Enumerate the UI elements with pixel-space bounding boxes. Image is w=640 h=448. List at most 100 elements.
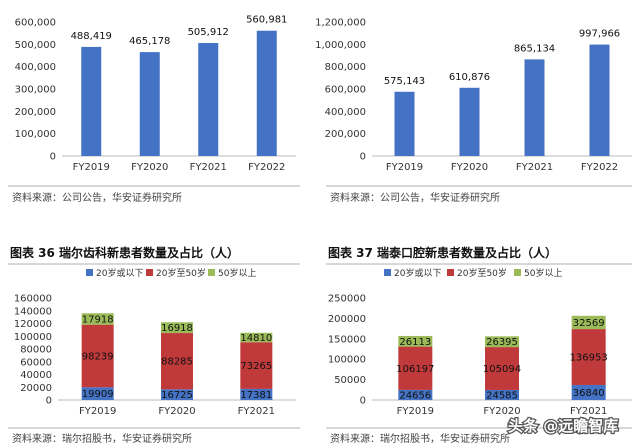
legend-label: 20岁至50岁 [156, 267, 206, 279]
x-tick-label: FY2020 [131, 162, 168, 173]
data-label: 19909 [82, 389, 114, 400]
bar-segment [485, 347, 519, 390]
x-tick-label: FY2019 [79, 406, 116, 417]
data-label: 105094 [483, 364, 521, 375]
bar [198, 43, 219, 156]
bar-segment [81, 387, 114, 400]
bar [459, 87, 480, 156]
y-tick-label: 0 [360, 396, 366, 407]
source-bottom-left: 资料来源：瑞尔招股书，华安证券研究所 [12, 432, 192, 445]
bar [81, 46, 102, 157]
data-label: 26395 [486, 337, 518, 348]
bar-segment [161, 333, 193, 390]
chart-3: 0 50000 100000 150000 200000 250000 FY2019 2465… [328, 267, 632, 417]
y-tick-label: 0 [360, 152, 366, 163]
y-tick-label: 1,200,000 [315, 18, 366, 29]
source-top-left: 资料来源：公司公告，华安证券研究所 [12, 191, 182, 204]
data-label: 16725 [161, 390, 193, 401]
legend-swatch [447, 269, 454, 276]
y-tick-label: 60000 [20, 357, 52, 368]
bar-segment [485, 389, 519, 400]
data-label: 865,134 [514, 43, 555, 54]
x-tick-label: FY2021 [570, 406, 607, 417]
y-tick-label: 40000 [20, 370, 52, 381]
bar-segment [398, 389, 433, 400]
y-tick-label: 50000 [334, 375, 366, 386]
bar [139, 52, 160, 156]
data-label: 24585 [486, 390, 518, 401]
y-tick-label: 1,000,000 [315, 40, 366, 51]
y-tick-label: 150000 [328, 334, 366, 345]
bar-segment [240, 332, 273, 343]
y-tick-label: 200000 [328, 314, 366, 325]
data-label: 17918 [82, 314, 114, 325]
x-tick-label: FY2022 [581, 162, 618, 173]
bar-segment [161, 389, 193, 400]
legend-swatch [208, 269, 215, 276]
y-tick-label: 80000 [20, 345, 52, 356]
x-tick-label: FY2021 [190, 162, 227, 173]
y-tick-label: 500,000 [15, 40, 56, 51]
x-tick-label: FY2021 [238, 406, 275, 417]
bar [394, 91, 415, 156]
data-label: 26113 [399, 337, 431, 348]
watermark-text: 头条 @远瞻智库 [508, 417, 618, 435]
y-tick-label: 100000 [14, 332, 52, 343]
y-tick-label: 0 [46, 396, 52, 407]
chart-title-37: 图表 37 瑞泰口腔新患者数量及占比（人） [328, 245, 557, 260]
bar-segment [571, 315, 606, 330]
bar-segment [485, 336, 519, 348]
y-tick-label: 200,000 [15, 107, 56, 118]
data-label: 17381 [240, 390, 272, 401]
y-tick-label: 400,000 [15, 62, 56, 73]
chart-1: 0 200,000 400,000 600,000 800,000 1,000,000 1,… [315, 18, 632, 173]
legend-label: 50岁以上 [524, 267, 562, 279]
bar [524, 59, 545, 156]
y-tick-label: 140000 [14, 306, 52, 317]
data-label: 465,178 [129, 36, 170, 47]
source-bottom-right: 资料来源：瑞尔招股书，华安证券研究所 [330, 432, 510, 445]
y-tick-label: 250000 [328, 294, 366, 305]
data-label: 488,419 [71, 31, 112, 42]
legend-label: 50岁以上 [218, 267, 256, 279]
data-label: 16918 [161, 323, 193, 334]
y-tick-label: 100000 [328, 355, 366, 366]
y-tick-label: 200,000 [325, 129, 366, 140]
data-label: 88285 [161, 357, 193, 368]
bar-segment [398, 346, 433, 390]
legend-swatch [514, 269, 521, 276]
chart-0: 0 100,000 200,000 300,000 400,000 500,000 600,… [15, 15, 296, 173]
y-tick-label: 120000 [14, 319, 52, 330]
legend-swatch [146, 269, 153, 276]
data-label: 14810 [240, 333, 272, 344]
y-tick-label: 20000 [20, 383, 52, 394]
bar-segment [240, 388, 273, 400]
legend-label: 20岁或以下 [96, 267, 143, 279]
data-label: 106197 [396, 364, 434, 375]
bar-segment [81, 324, 114, 388]
x-tick-label: FY2020 [483, 406, 520, 417]
bar-segment [240, 342, 273, 389]
bar [256, 30, 277, 157]
bar-segment [398, 335, 433, 347]
data-label: 98239 [82, 351, 114, 362]
x-tick-label: FY2019 [386, 162, 423, 173]
bar [589, 44, 610, 156]
y-tick-label: 0 [50, 152, 56, 163]
x-tick-label: FY2022 [248, 162, 285, 173]
x-tick-label: FY2019 [397, 406, 434, 417]
legend-swatch [86, 269, 93, 276]
data-label: 73265 [240, 361, 272, 372]
chart-title-36: 图表 36 瑞尔齿科新患者数量及占比（人） [10, 245, 239, 260]
x-tick-label: FY2020 [158, 406, 195, 417]
y-tick-label: 600,000 [325, 85, 366, 96]
bar-segment [81, 313, 114, 325]
x-tick-label: FY2020 [451, 162, 488, 173]
bar-segment [161, 322, 193, 334]
data-label: 997,966 [579, 29, 620, 40]
legend-label: 20岁或以下 [394, 267, 441, 279]
legend-label: 20岁至50岁 [457, 267, 507, 279]
legend-swatch [384, 269, 391, 276]
